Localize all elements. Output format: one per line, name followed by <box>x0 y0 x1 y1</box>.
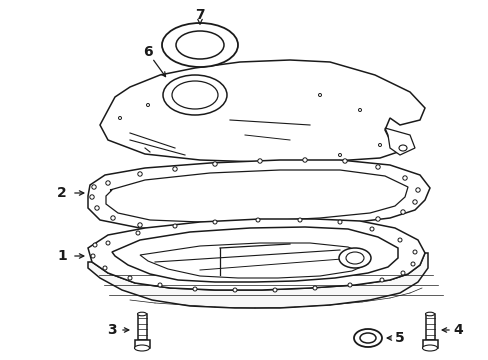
Polygon shape <box>384 128 414 155</box>
Ellipse shape <box>342 159 346 163</box>
Ellipse shape <box>425 312 434 316</box>
Text: 7: 7 <box>195 8 204 22</box>
Ellipse shape <box>172 81 218 109</box>
Ellipse shape <box>369 227 373 231</box>
Ellipse shape <box>347 283 351 287</box>
Ellipse shape <box>92 185 96 189</box>
Ellipse shape <box>213 220 217 224</box>
Polygon shape <box>140 243 369 278</box>
Ellipse shape <box>232 288 237 292</box>
Ellipse shape <box>137 312 146 316</box>
Ellipse shape <box>339 222 344 226</box>
Ellipse shape <box>146 104 149 107</box>
Ellipse shape <box>172 167 177 171</box>
Ellipse shape <box>400 271 404 275</box>
Ellipse shape <box>312 286 316 290</box>
Ellipse shape <box>353 329 381 347</box>
Ellipse shape <box>111 216 115 220</box>
Polygon shape <box>422 340 437 348</box>
Ellipse shape <box>375 165 380 169</box>
Polygon shape <box>88 253 427 308</box>
Ellipse shape <box>412 200 416 204</box>
Ellipse shape <box>400 210 405 214</box>
Ellipse shape <box>134 345 149 351</box>
Ellipse shape <box>415 188 419 192</box>
Text: 6: 6 <box>143 45 153 59</box>
Ellipse shape <box>105 181 110 185</box>
Ellipse shape <box>402 176 407 180</box>
Ellipse shape <box>118 117 121 120</box>
Ellipse shape <box>176 31 224 59</box>
Ellipse shape <box>93 243 97 247</box>
Ellipse shape <box>256 218 260 222</box>
Text: 3: 3 <box>107 323 117 337</box>
Ellipse shape <box>337 220 341 224</box>
Ellipse shape <box>346 252 363 264</box>
Polygon shape <box>112 227 397 282</box>
Ellipse shape <box>212 162 217 166</box>
Ellipse shape <box>378 144 381 147</box>
Ellipse shape <box>257 227 262 231</box>
Ellipse shape <box>128 276 132 280</box>
Ellipse shape <box>162 23 238 67</box>
Ellipse shape <box>359 333 375 343</box>
Ellipse shape <box>103 266 107 270</box>
Ellipse shape <box>193 287 197 291</box>
Polygon shape <box>137 314 146 340</box>
Ellipse shape <box>398 145 406 151</box>
Ellipse shape <box>172 227 177 231</box>
Ellipse shape <box>338 248 370 268</box>
Ellipse shape <box>318 94 321 96</box>
Ellipse shape <box>257 159 262 163</box>
Ellipse shape <box>163 75 226 115</box>
Polygon shape <box>134 340 149 348</box>
Ellipse shape <box>136 231 140 235</box>
Ellipse shape <box>272 288 276 292</box>
Ellipse shape <box>299 225 304 229</box>
Ellipse shape <box>91 254 95 258</box>
Ellipse shape <box>397 238 401 242</box>
Ellipse shape <box>95 206 99 210</box>
Text: 2: 2 <box>57 186 67 200</box>
Polygon shape <box>425 314 434 340</box>
Ellipse shape <box>106 241 110 245</box>
Polygon shape <box>88 219 424 290</box>
Ellipse shape <box>379 278 383 282</box>
Ellipse shape <box>410 262 414 266</box>
Polygon shape <box>106 170 407 222</box>
Text: 1: 1 <box>57 249 67 263</box>
Ellipse shape <box>90 195 94 199</box>
Ellipse shape <box>138 223 142 227</box>
Ellipse shape <box>358 108 361 112</box>
Ellipse shape <box>138 172 142 176</box>
Polygon shape <box>88 160 429 230</box>
Polygon shape <box>100 60 424 162</box>
Ellipse shape <box>215 228 220 232</box>
Ellipse shape <box>297 218 302 222</box>
Text: 5: 5 <box>394 331 404 345</box>
Ellipse shape <box>338 153 341 157</box>
Ellipse shape <box>422 345 437 351</box>
Ellipse shape <box>302 158 306 162</box>
Text: 4: 4 <box>452 323 462 337</box>
Ellipse shape <box>158 283 162 287</box>
Ellipse shape <box>173 224 177 228</box>
Ellipse shape <box>375 217 380 221</box>
Ellipse shape <box>412 250 416 254</box>
